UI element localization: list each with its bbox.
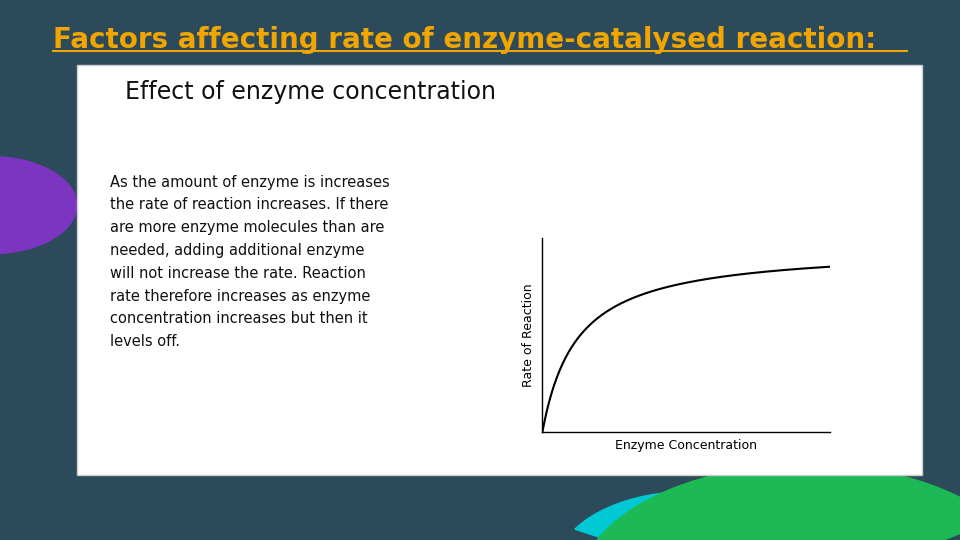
Text: Effect of enzyme concentration: Effect of enzyme concentration: [125, 80, 495, 104]
Wedge shape: [597, 464, 960, 540]
Wedge shape: [575, 491, 818, 540]
Y-axis label: Rate of Reaction: Rate of Reaction: [522, 283, 536, 387]
FancyBboxPatch shape: [77, 65, 922, 475]
Text: As the amount of enzyme is increases
the rate of reaction increases. If there
ar: As the amount of enzyme is increases the…: [110, 174, 390, 349]
Circle shape: [0, 157, 77, 254]
X-axis label: Enzyme Concentration: Enzyme Concentration: [615, 439, 757, 452]
Text: Factors affecting rate of enzyme-catalysed reaction:: Factors affecting rate of enzyme-catalys…: [53, 26, 876, 55]
